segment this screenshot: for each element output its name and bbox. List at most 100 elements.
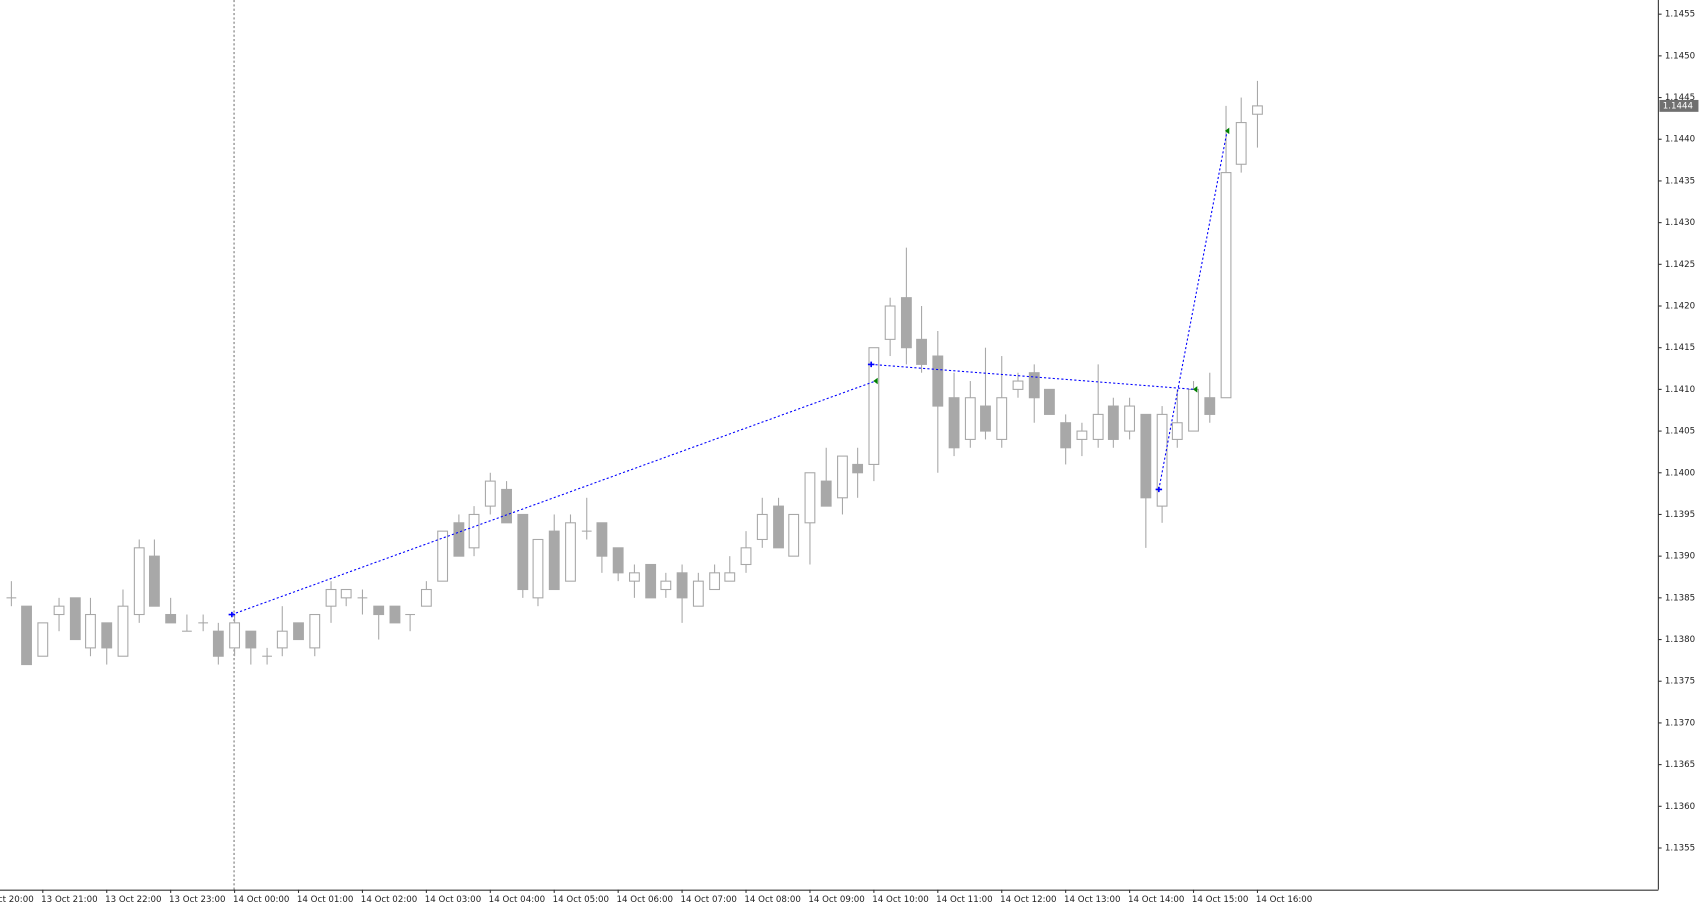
candle-body <box>900 297 912 349</box>
candle-body <box>916 338 927 365</box>
x-tick-label: 13 Oct 23:00 <box>169 895 225 905</box>
candle-body <box>133 547 145 616</box>
candle-body <box>756 513 768 541</box>
x-tick-label: 14 Oct 10:00 <box>872 895 928 905</box>
trade-close-marker <box>1192 386 1198 393</box>
candle-body <box>804 472 816 524</box>
x-tick-label: 13 Oct 21:00 <box>41 895 97 905</box>
current-price-box <box>1659 99 1699 112</box>
trade-open-marker <box>228 611 236 618</box>
trade-line <box>871 363 1196 390</box>
candle-body <box>21 605 32 666</box>
y-tick-label: 1.1435 <box>1665 176 1695 186</box>
candle-body <box>1235 122 1247 165</box>
candle-body <box>788 513 800 557</box>
candle-body <box>245 630 257 649</box>
candle-body <box>645 563 657 599</box>
candle-body <box>420 588 432 607</box>
x-tick-label: 14 Oct 12:00 <box>1000 895 1056 905</box>
trade-close-marker <box>1224 127 1230 135</box>
candle-body <box>468 513 480 549</box>
candle-body <box>596 522 608 557</box>
candle-body <box>740 547 752 566</box>
candle-body <box>212 630 224 657</box>
candle-body <box>340 588 352 599</box>
candle-body <box>884 305 896 340</box>
y-tick-label: 1.1420 <box>1665 302 1695 312</box>
candle-body <box>453 522 465 557</box>
candle-body <box>1156 413 1168 507</box>
x-tick-label: 14 Oct 02:00 <box>361 895 417 905</box>
x-tick-label: 14 Oct 00:00 <box>233 895 289 905</box>
candle-body <box>1076 430 1088 440</box>
candle-body <box>980 405 991 432</box>
y-tick-label: 1.1355 <box>1665 843 1695 853</box>
y-tick-label: 1.1370 <box>1665 718 1695 728</box>
candle-body <box>325 588 337 607</box>
candle-body <box>565 522 576 582</box>
y-tick-label: 1.1400 <box>1665 468 1695 478</box>
trade-line <box>231 380 876 616</box>
candle-body <box>1188 388 1199 432</box>
x-tick-label: 14 Oct 15:00 <box>1192 895 1248 905</box>
candle-body <box>692 580 704 607</box>
candle-body <box>276 630 288 649</box>
candle-body <box>229 622 241 649</box>
candle-body <box>676 572 688 599</box>
trade-line <box>1158 130 1228 490</box>
candle-body <box>117 605 129 657</box>
candle-body <box>1252 105 1263 115</box>
candle-body <box>773 505 784 549</box>
candle-body <box>1124 405 1136 432</box>
y-tick-label: 1.1425 <box>1665 260 1695 270</box>
candle-body <box>53 605 65 616</box>
x-tick-label: 14 Oct 08:00 <box>744 895 800 905</box>
candle-body <box>532 538 544 599</box>
current-price-label: 1.1444 <box>1663 101 1694 111</box>
x-tick-label: 14 Oct 01:00 <box>297 895 353 905</box>
y-tick-label: 1.1405 <box>1665 427 1695 437</box>
candle-body <box>484 480 496 507</box>
candle-body <box>517 513 529 591</box>
y-tick-label: 1.1440 <box>1665 135 1695 145</box>
y-tick-label: 1.1455 <box>1665 10 1695 20</box>
y-tick-label: 1.1410 <box>1665 385 1695 395</box>
candle-body <box>101 622 113 649</box>
x-tick-label: 14 Oct 16:00 <box>1256 895 1312 905</box>
y-tick-label: 1.1375 <box>1665 677 1695 687</box>
candle-body <box>852 463 864 474</box>
candle-body <box>548 530 560 591</box>
y-tick-label: 1.1365 <box>1665 760 1695 770</box>
x-tick-label: 14 Oct 14:00 <box>1128 895 1184 905</box>
candle-body <box>1043 388 1055 415</box>
candle-body <box>932 355 944 407</box>
candle-body <box>1060 422 1072 449</box>
trade-close-marker <box>873 377 878 385</box>
candle-body <box>1012 380 1024 390</box>
y-tick-label: 1.1415 <box>1665 343 1695 353</box>
candle-body <box>1204 397 1216 415</box>
y-tick-label: 1.1380 <box>1665 635 1695 645</box>
y-tick-label: 1.1360 <box>1665 802 1695 812</box>
candle-body <box>948 397 960 449</box>
candle-body <box>437 530 449 582</box>
candle-body <box>1107 405 1119 440</box>
x-tick-label: 14 Oct 07:00 <box>680 895 736 905</box>
candle-body <box>37 622 49 657</box>
candle-body <box>1171 422 1183 440</box>
y-tick-label: 1.1385 <box>1665 593 1695 603</box>
x-tick-label: 14 Oct 04:00 <box>489 895 545 905</box>
y-tick-label: 1.1390 <box>1665 552 1695 562</box>
x-tick-label: 14 Oct 09:00 <box>808 895 864 905</box>
candle-body <box>1028 372 1040 399</box>
candle-body <box>837 455 848 499</box>
x-tick-label: 13 Oct 20:00 <box>0 895 34 905</box>
x-tick-label: 14 Oct 11:00 <box>936 895 992 905</box>
x-tick-label: 14 Oct 05:00 <box>553 895 609 905</box>
candle-body <box>628 572 640 582</box>
candle-body <box>868 347 880 465</box>
candle-body <box>1140 413 1152 499</box>
candle-body <box>69 597 81 641</box>
